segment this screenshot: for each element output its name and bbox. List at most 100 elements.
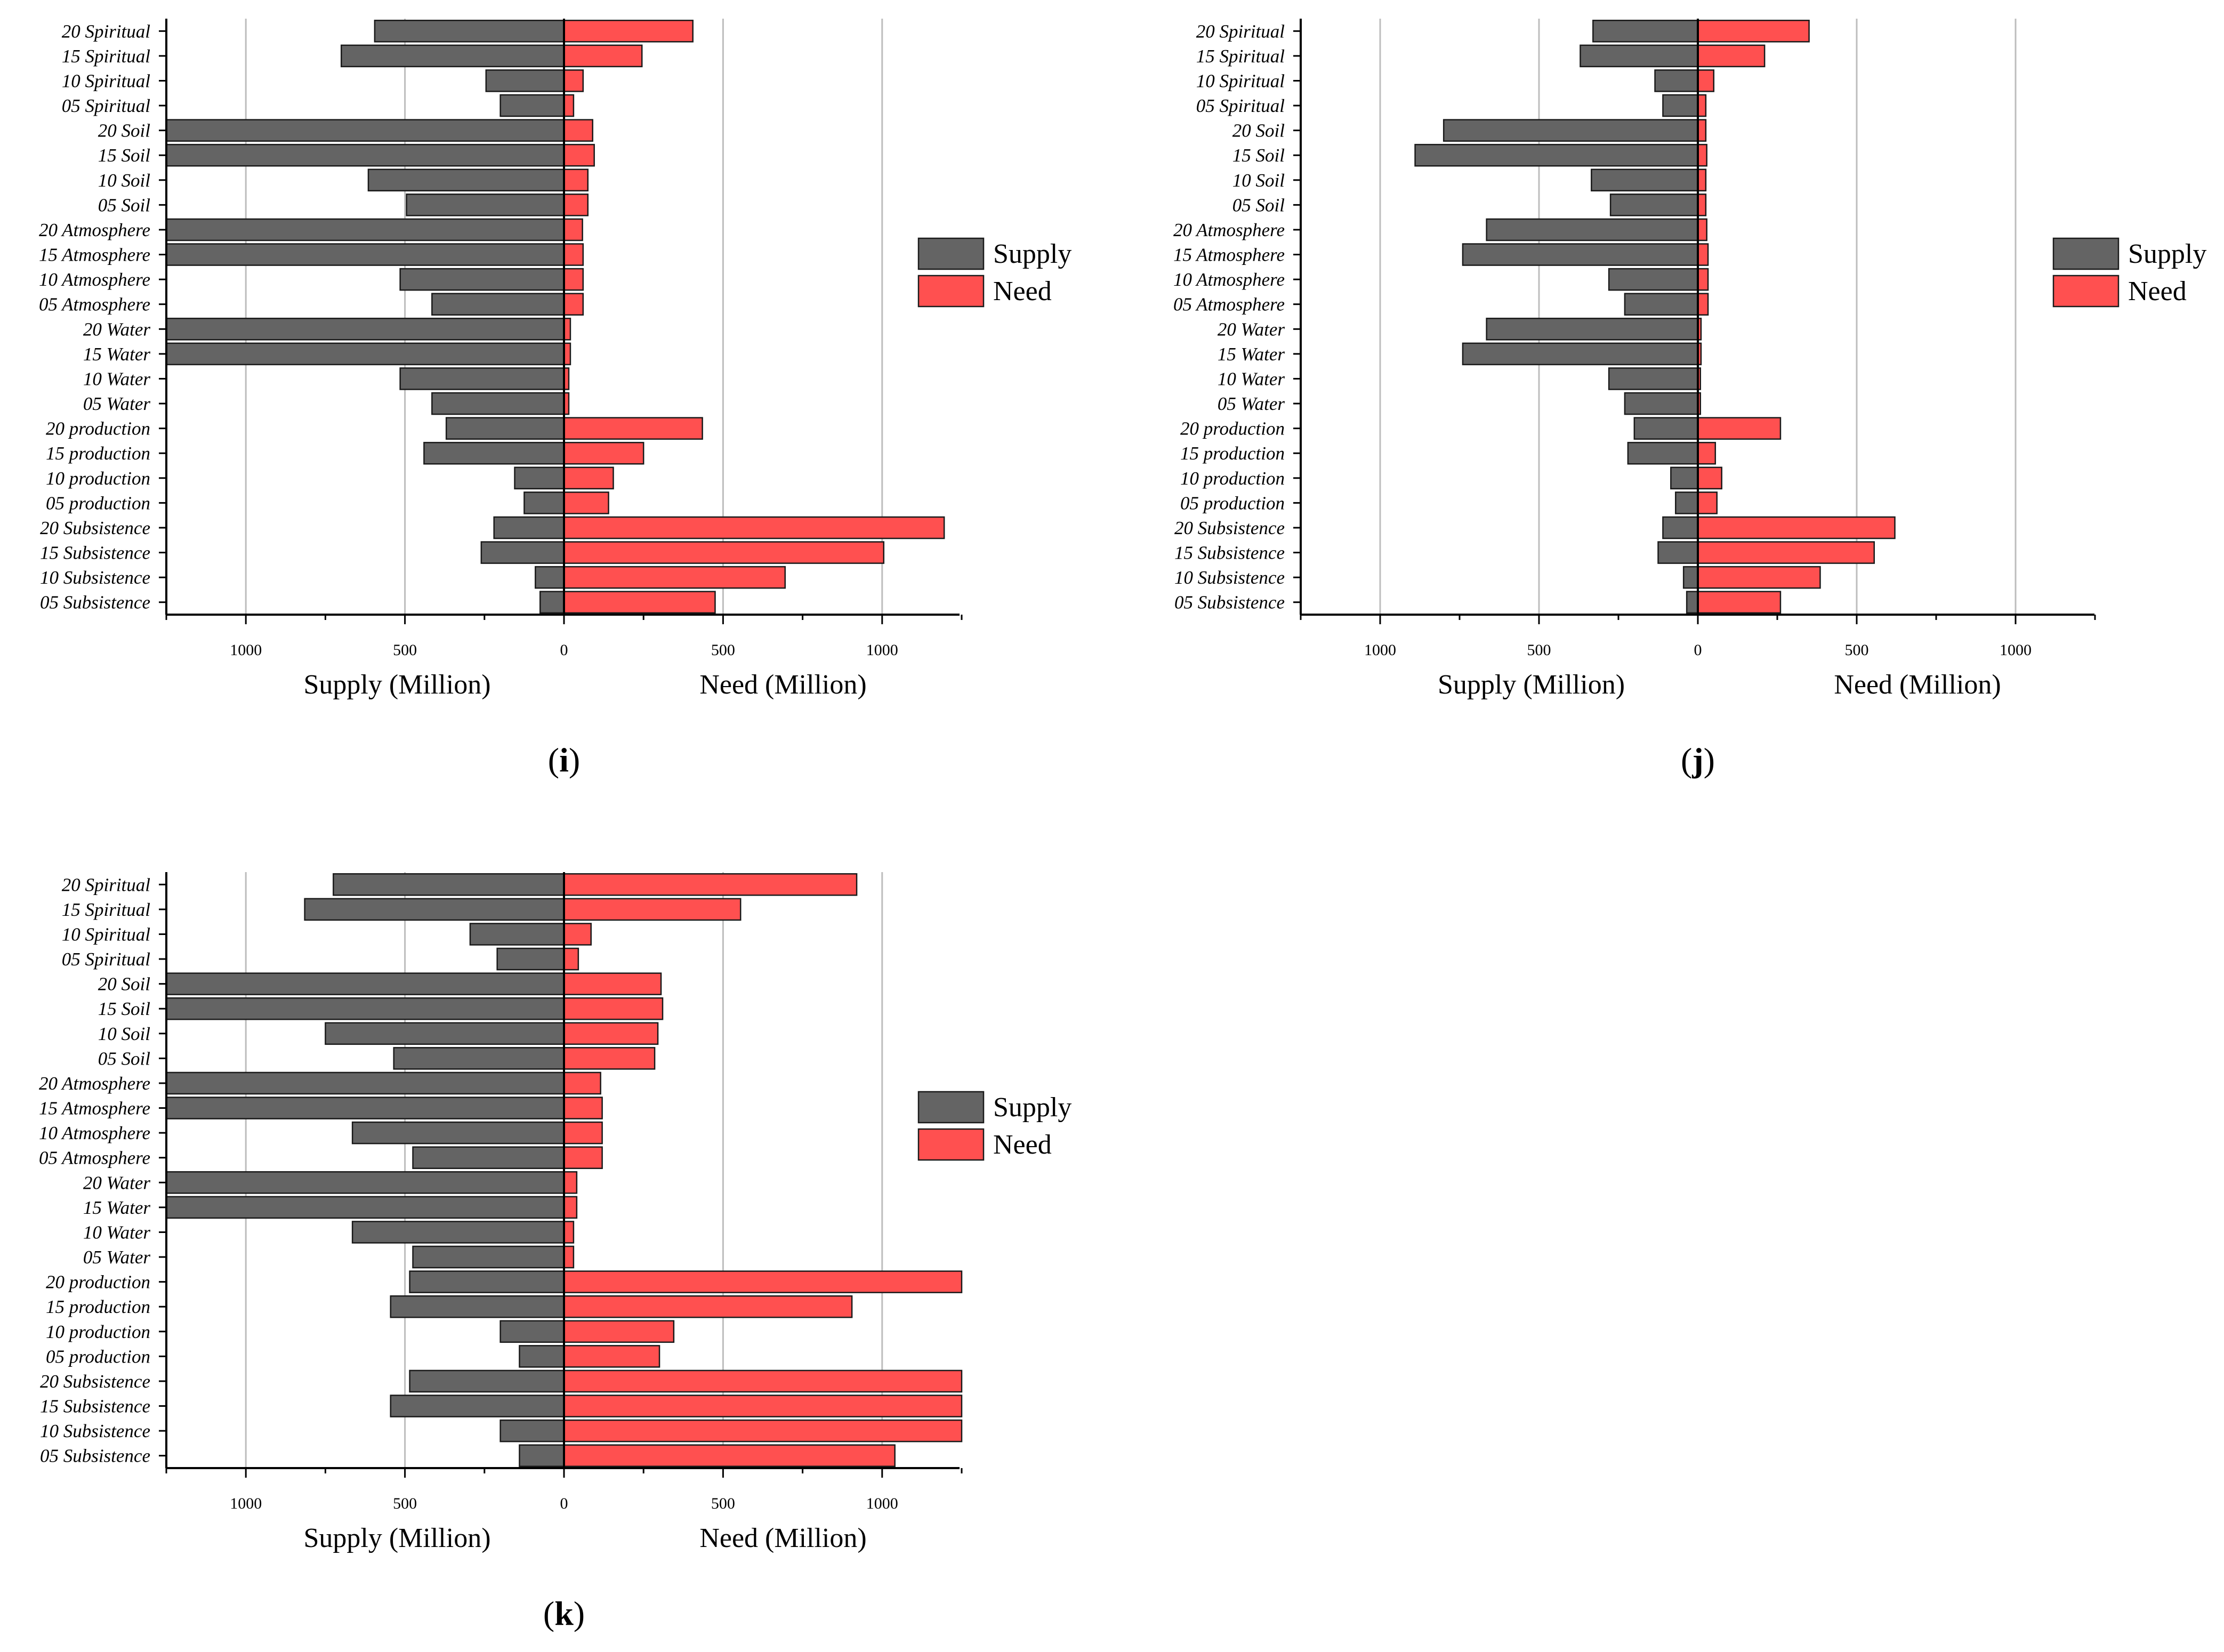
legend-label-need: Need (993, 276, 1052, 307)
need-bar (1697, 516, 1896, 539)
supply-bar (374, 20, 565, 43)
need-bar (1697, 20, 1810, 43)
supply-bar (1675, 491, 1699, 514)
category-label: 20 Subsistence (40, 518, 150, 538)
need-bar (563, 1097, 603, 1119)
need-bar (1697, 466, 1722, 490)
legend-label-supply: Supply (993, 1092, 1071, 1123)
need-bar (563, 1245, 575, 1269)
supply-bar (165, 318, 565, 341)
category-label: 10 Soil (98, 1024, 150, 1044)
supply-bar (390, 1395, 565, 1417)
supply-bar (519, 1345, 565, 1368)
category-label: 15 Water (83, 1197, 150, 1218)
category-label: 05 production (46, 1346, 150, 1367)
x-tick-label: 500 (1527, 641, 1551, 659)
supply-bar (304, 898, 565, 921)
need-bar (563, 119, 593, 142)
need-bar (1697, 94, 1707, 117)
category-label: 05 Spiritual (1196, 95, 1285, 116)
supply-bar (1624, 293, 1699, 316)
legend: Supply Need (917, 237, 1071, 308)
need-bar (563, 491, 609, 514)
category-label: 10 Spiritual (62, 924, 150, 945)
category-label: 10 Subsistence (1174, 567, 1285, 588)
category-label: 10 production (46, 468, 150, 489)
supply-bar (423, 441, 565, 465)
category-label: 20 Water (83, 1172, 150, 1193)
x-tick-label: 1000 (866, 1495, 898, 1512)
supply-bar (1624, 392, 1699, 415)
category-label: 15 Soil (1232, 145, 1285, 166)
supply-bar (1591, 168, 1699, 192)
category-label: 05 Subsistence (40, 592, 150, 613)
category-label: 10 Atmosphere (39, 269, 150, 290)
need-bar (563, 1369, 963, 1393)
category-label: 05 Soil (1232, 195, 1285, 215)
legend-label-supply: Supply (2128, 239, 2206, 269)
category-label: 20 Atmosphere (1173, 220, 1285, 240)
supply-bar (1608, 268, 1699, 291)
category-label: 10 Water (83, 368, 150, 389)
category-label: 20 Subsistence (40, 1371, 150, 1392)
supply-bar (165, 1071, 565, 1095)
category-label: 20 production (1180, 418, 1285, 439)
category-label: 10 Atmosphere (39, 1123, 150, 1143)
category-label: 05 Atmosphere (39, 294, 150, 315)
category-label: 15 Subsistence (40, 543, 150, 563)
supply-bar (165, 997, 565, 1020)
chart-panel-i: 20 Spiritual 15 Spiritual 10 Spiritual 05 S… (39, 19, 1071, 779)
legend-label-supply: Supply (993, 239, 1071, 269)
x-tick-label: 500 (711, 641, 735, 659)
need-bar (563, 1221, 575, 1244)
x-tick-label: 1000 (230, 641, 262, 659)
x-axis-title-need: Need (Million) (1834, 670, 2001, 700)
supply-bar (412, 1146, 565, 1169)
category-label: 10 Subsistence (40, 1421, 150, 1441)
need-bar (563, 1047, 656, 1070)
supply-bar (480, 541, 565, 564)
need-bar (563, 1270, 963, 1293)
panel-label: (i) (548, 741, 580, 779)
need-bar (1697, 143, 1707, 167)
need-bar (1697, 168, 1707, 192)
supply-bar (445, 417, 565, 440)
category-label: 10 production (46, 1321, 150, 1342)
category-label: 20 Water (1218, 319, 1285, 340)
supply-bar (165, 1196, 565, 1219)
category-label: 15 Spiritual (62, 46, 150, 67)
category-label: 20 Spiritual (62, 21, 150, 42)
x-tick-label: 0 (560, 1495, 568, 1512)
need-bar (563, 1395, 963, 1417)
need-bar (563, 541, 885, 564)
need-bar (1697, 417, 1782, 440)
need-bar (563, 94, 575, 117)
category-label: 15 Soil (98, 145, 150, 166)
need-bar (563, 1320, 675, 1343)
supply-bar (1633, 417, 1699, 440)
category-label: 15 Subsistence (1174, 543, 1285, 563)
need-bar (1697, 268, 1709, 291)
category-label: 15 production (46, 1296, 150, 1317)
supply-bar (165, 119, 565, 142)
supply-bar (1654, 69, 1699, 92)
category-label: 15 Atmosphere (39, 245, 150, 265)
need-bar (563, 873, 858, 896)
supply-bar (165, 1171, 565, 1194)
legend: Supply Need (2052, 237, 2206, 308)
category-label: 10 production (1180, 468, 1285, 489)
x-axis-title-need: Need (Million) (699, 670, 866, 700)
supply-bar (431, 293, 565, 316)
supply-bar (1682, 566, 1699, 589)
supply-bar (393, 1047, 565, 1070)
need-bar (1697, 194, 1707, 216)
supply-bar (514, 466, 565, 490)
supply-bar (1443, 119, 1699, 142)
supply-bar (1462, 342, 1699, 366)
category-label: 20 Spiritual (1196, 21, 1285, 42)
category-label: 05 Subsistence (1174, 592, 1285, 613)
supply-bar (367, 168, 565, 192)
need-bar (563, 516, 945, 539)
category-label: 10 Spiritual (1196, 70, 1285, 91)
supply-bar (493, 516, 565, 539)
